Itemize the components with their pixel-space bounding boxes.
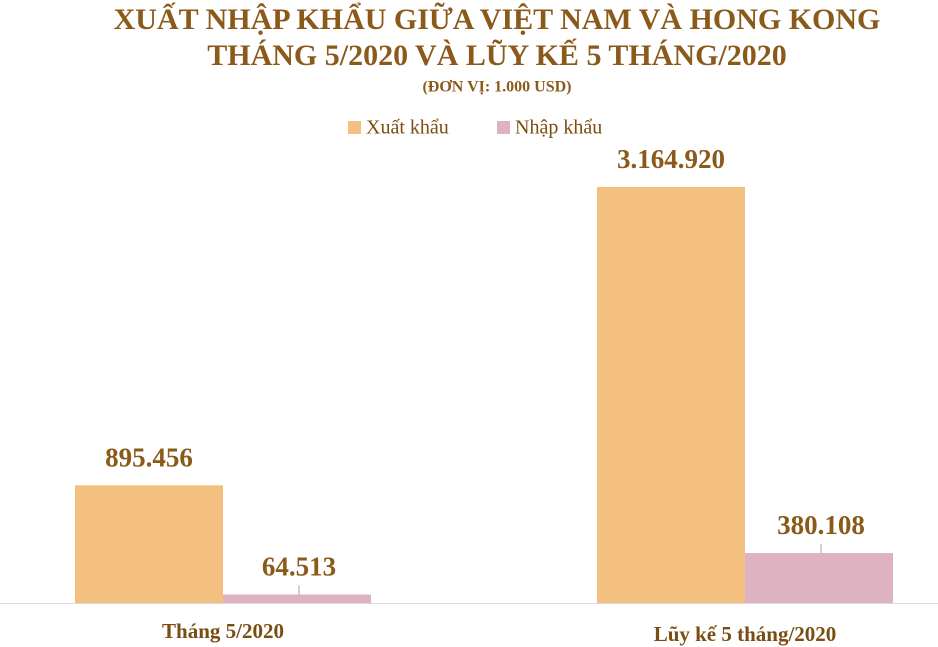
- bar: [223, 594, 371, 603]
- chart-title: XUẤT NHẬP KHẨU GIỮA VIỆT NAM VÀ HONG KON…: [114, 2, 881, 36]
- legend-label: Nhập khẩu: [515, 117, 602, 139]
- bar: [745, 553, 893, 603]
- legend-label: Xuất khẩu: [366, 117, 449, 139]
- data-label: 3.164.920: [617, 144, 725, 174]
- data-label: 895.456: [105, 443, 193, 473]
- data-label: 380.108: [777, 510, 865, 540]
- bar: [75, 485, 223, 603]
- data-label: 64.513: [262, 552, 336, 582]
- legend-swatch: [497, 121, 510, 134]
- x-tick-label: Tháng 5/2020: [162, 619, 284, 643]
- chart-subtitle: (ĐƠN VỊ: 1.000 USD): [422, 79, 571, 96]
- x-tick-label: Lũy kế 5 tháng/2020: [654, 622, 837, 646]
- chart-title: THÁNG 5/2020 VÀ LŨY KẾ 5 THÁNG/2020: [207, 38, 787, 72]
- bar: [597, 187, 745, 603]
- legend-swatch: [348, 121, 361, 134]
